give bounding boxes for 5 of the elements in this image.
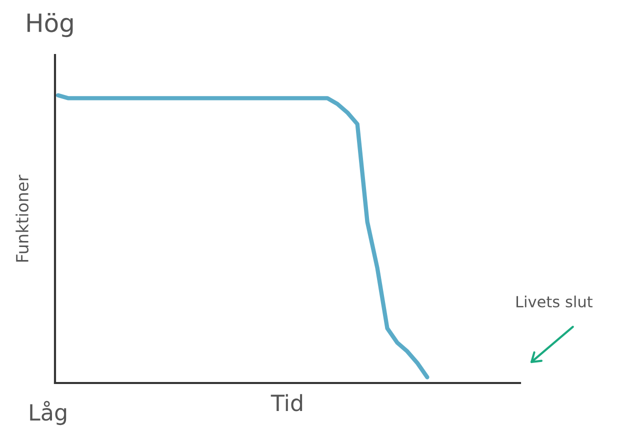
- y-axis-title: Funktioner: [16, 174, 29, 262]
- text: Hög: [27, 12, 73, 38]
- text: Låg: [30, 400, 66, 426]
- text: Livets slut: [516, 296, 593, 308]
- x-axis-title: Tid: [270, 394, 302, 412]
